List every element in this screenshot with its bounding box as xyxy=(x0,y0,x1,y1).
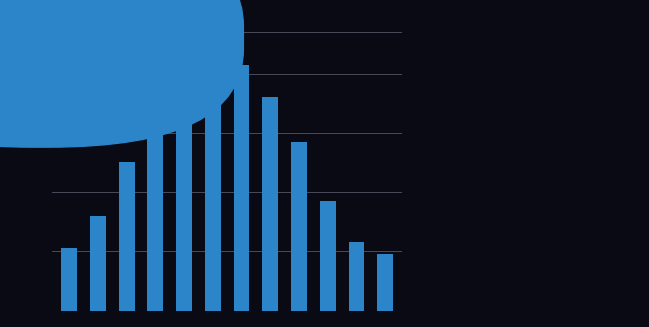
Bar xyxy=(291,142,307,311)
Bar xyxy=(119,163,134,311)
Bar xyxy=(61,249,77,311)
Bar xyxy=(176,68,192,311)
Bar xyxy=(90,216,106,311)
Bar xyxy=(377,254,393,311)
Bar xyxy=(320,201,336,311)
Bar xyxy=(349,243,364,311)
Bar xyxy=(234,65,249,311)
Bar xyxy=(262,97,278,311)
Bar xyxy=(205,62,221,311)
Bar xyxy=(147,100,164,311)
